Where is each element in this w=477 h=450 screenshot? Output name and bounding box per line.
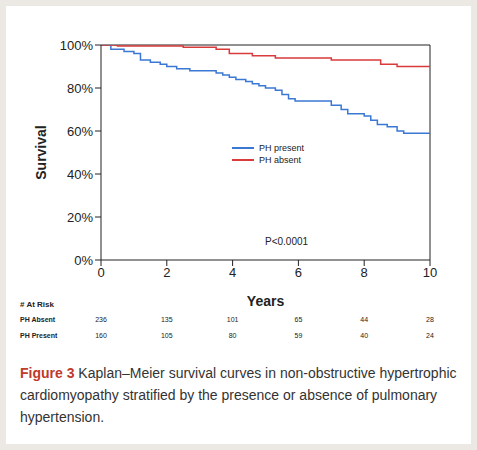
- svg-text:4: 4: [229, 265, 236, 280]
- svg-text:0%: 0%: [74, 253, 93, 268]
- svg-text:60%: 60%: [67, 124, 93, 139]
- svg-text:40%: 40%: [67, 167, 93, 182]
- html-text:PH Absent: PH Absent: [20, 316, 56, 323]
- html-text:Figure 3 Kaplan–Meier survival: Figure 3 Kaplan–Meier survival curves in…: [20, 365, 457, 425]
- html-text:PH absent: PH absent: [259, 155, 301, 165]
- html-text:80: 80: [228, 332, 237, 339]
- svg-text:6: 6: [295, 265, 302, 280]
- html-text:28: 28: [426, 316, 434, 323]
- html-text:P<0.0001: P<0.0001: [265, 236, 309, 247]
- html-text:236: 236: [95, 316, 107, 323]
- svg-text:0: 0: [97, 265, 104, 280]
- html-text:40: 40: [360, 332, 369, 339]
- svg-text:8: 8: [361, 265, 368, 280]
- html-text:59: 59: [294, 332, 303, 339]
- svg-text:Years: Years: [247, 293, 285, 309]
- svg-text:2: 2: [163, 265, 170, 280]
- svg-text:20%: 20%: [67, 210, 93, 225]
- html-text:135: 135: [161, 316, 173, 323]
- html-text:# At Risk: # At Risk: [20, 300, 54, 309]
- svg-text:Survival: Survival: [33, 125, 49, 179]
- svg-text:10: 10: [423, 265, 437, 280]
- html-text:105: 105: [161, 332, 173, 339]
- svg-text:80%: 80%: [67, 81, 93, 96]
- html-text:PH present: PH present: [259, 143, 304, 153]
- html-text:44: 44: [360, 316, 369, 323]
- svg-text:100%: 100%: [60, 38, 94, 53]
- html-text:24: 24: [426, 332, 434, 339]
- html-text:160: 160: [95, 332, 107, 339]
- html-text:65: 65: [294, 316, 303, 323]
- html-text:PH Present: PH Present: [20, 332, 58, 339]
- html-text:101: 101: [226, 316, 239, 323]
